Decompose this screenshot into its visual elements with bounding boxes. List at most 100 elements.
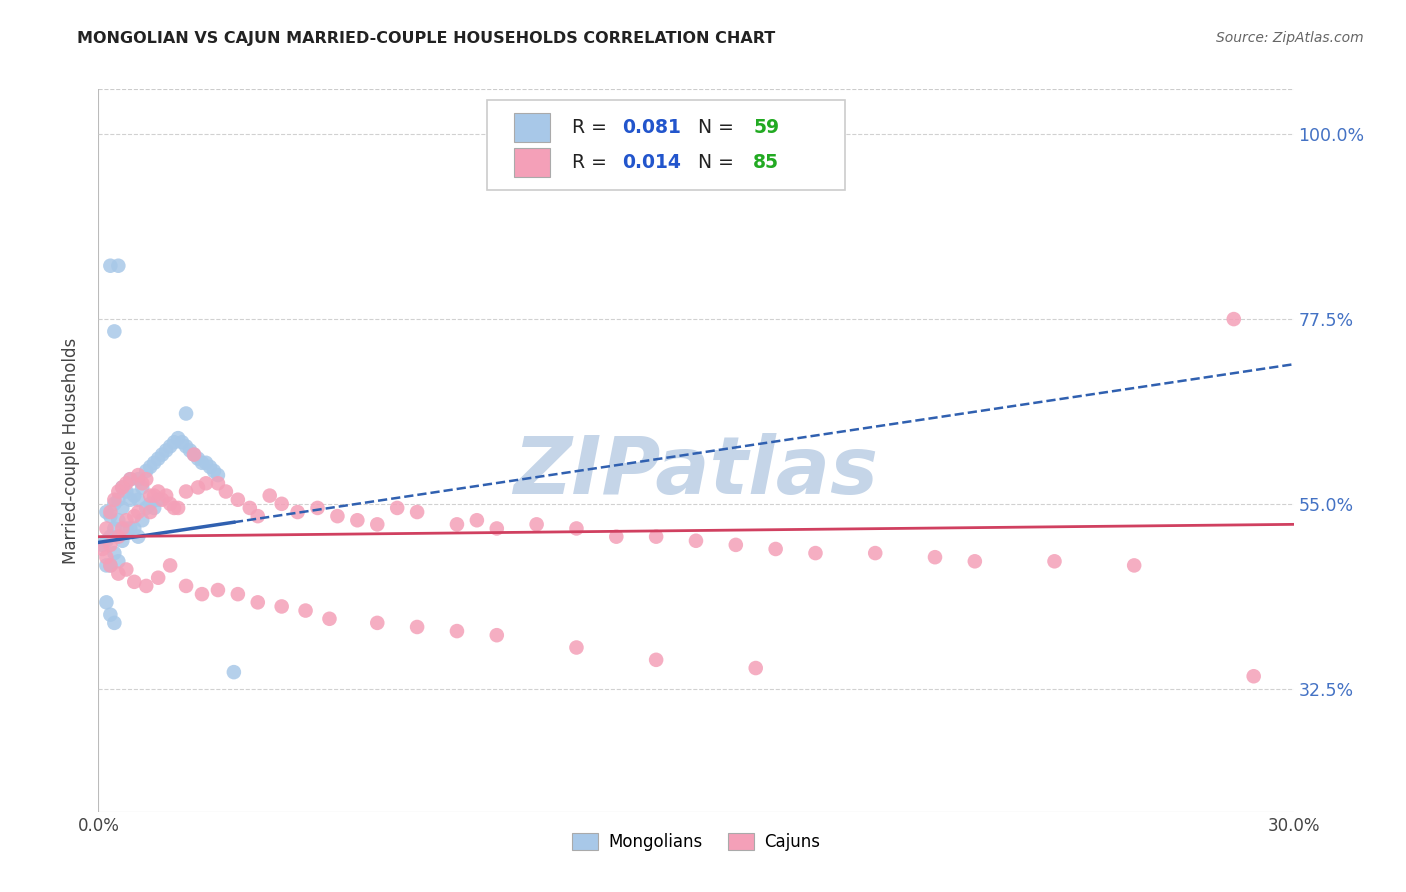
Point: [159, 497, 181, 511]
Point: [172, 435, 194, 450]
Point: [406, 620, 429, 634]
Point: [111, 480, 134, 494]
Point: [163, 435, 186, 450]
Point: [406, 505, 429, 519]
Point: [96, 550, 118, 565]
Point: [804, 546, 827, 560]
Bar: [515, 148, 550, 177]
Point: [183, 448, 205, 462]
Point: [103, 492, 125, 507]
Text: MONGOLIAN VS CAJUN MARRIED-COUPLE HOUSEHOLDS CORRELATION CHART: MONGOLIAN VS CAJUN MARRIED-COUPLE HOUSEH…: [77, 31, 776, 46]
Point: [139, 497, 162, 511]
Point: [226, 587, 249, 601]
Point: [685, 533, 707, 548]
Point: [124, 521, 146, 535]
Point: [191, 456, 214, 470]
Point: [155, 489, 177, 503]
Point: [103, 497, 125, 511]
Point: [163, 500, 186, 515]
Point: [96, 505, 118, 519]
Text: N =: N =: [686, 118, 738, 137]
Point: [174, 439, 197, 453]
Point: [98, 558, 122, 573]
Point: [143, 456, 166, 470]
Point: [98, 558, 122, 573]
Point: [485, 521, 508, 535]
Point: [115, 521, 138, 535]
Point: [446, 517, 468, 532]
Point: [98, 259, 122, 273]
Point: [765, 541, 787, 556]
Point: [139, 505, 162, 519]
Point: [111, 521, 134, 535]
Point: [96, 521, 118, 535]
Point: [179, 443, 201, 458]
Point: [465, 513, 488, 527]
Point: [127, 505, 149, 519]
Point: [135, 464, 157, 478]
Point: [174, 579, 197, 593]
Point: [191, 587, 214, 601]
Point: [107, 554, 129, 568]
Point: [270, 599, 292, 614]
Point: [124, 489, 146, 503]
Point: [865, 546, 887, 560]
Point: [385, 500, 409, 515]
Point: [127, 530, 149, 544]
Point: [127, 472, 149, 486]
Point: [124, 509, 146, 524]
Legend: Mongolians, Cajuns: Mongolians, Cajuns: [565, 826, 827, 857]
Point: [318, 612, 340, 626]
Point: [139, 489, 162, 503]
Point: [139, 459, 162, 474]
Point: [270, 497, 292, 511]
Point: [131, 480, 153, 494]
Point: [124, 574, 146, 589]
Point: [215, 484, 238, 499]
Point: [167, 431, 190, 445]
Point: [98, 509, 122, 524]
Point: [107, 513, 129, 527]
Point: [526, 517, 548, 532]
Point: [98, 505, 122, 519]
Point: [565, 521, 588, 535]
Point: [645, 653, 668, 667]
Point: [963, 554, 986, 568]
Point: [103, 615, 125, 630]
Point: [645, 530, 668, 544]
Point: [131, 476, 153, 491]
Point: [745, 661, 768, 675]
Point: [195, 456, 218, 470]
Point: [115, 562, 138, 576]
Point: [115, 476, 138, 491]
Point: [239, 500, 262, 515]
Point: [143, 489, 166, 503]
Point: [148, 484, 170, 499]
Point: [135, 579, 157, 593]
Point: [187, 480, 209, 494]
Text: R =: R =: [572, 118, 610, 137]
Point: [135, 472, 157, 486]
Point: [346, 513, 368, 527]
Text: 0.014: 0.014: [621, 153, 681, 171]
Point: [91, 538, 114, 552]
Point: [103, 521, 125, 535]
Point: [724, 538, 747, 552]
Point: [148, 492, 170, 507]
Point: [120, 521, 142, 535]
Point: [111, 533, 134, 548]
Point: [485, 628, 508, 642]
Point: [174, 407, 197, 421]
Point: [187, 451, 209, 466]
Point: [167, 500, 190, 515]
Point: [246, 595, 269, 609]
Point: [107, 484, 129, 499]
Point: [446, 624, 468, 638]
Point: [98, 607, 122, 622]
Text: 59: 59: [754, 118, 779, 137]
Point: [115, 513, 138, 527]
Point: [159, 558, 181, 573]
Point: [259, 489, 281, 503]
Point: [98, 530, 122, 544]
Point: [287, 505, 309, 519]
